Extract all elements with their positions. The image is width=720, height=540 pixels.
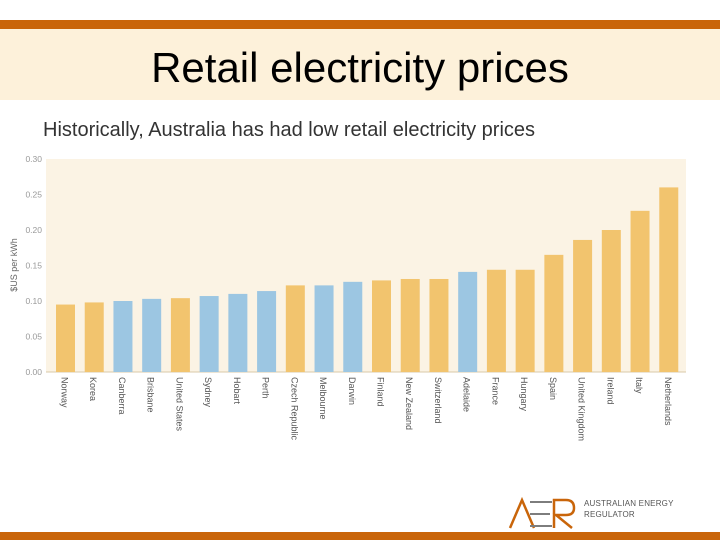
category-labels: Norway Korea Canberra Brisbane United States…: [60, 377, 673, 441]
x-tick-label: Czech Republic: [289, 377, 299, 441]
bar-brisbane: [142, 298, 162, 372]
x-tick-label: Switzerland: [433, 377, 443, 424]
bar-switzerland: [429, 278, 449, 372]
bar-sydney: [199, 296, 219, 372]
bar-united-kingdom: [573, 239, 593, 372]
slide-title: Retail electricity prices: [151, 44, 569, 91]
slide-subtitle: Historically, Australia has had low reta…: [43, 119, 536, 141]
logo-line-1: AUSTRALIAN ENERGY: [584, 499, 674, 508]
x-tick-label: Hobart: [232, 377, 242, 405]
x-tick-label: Adelaide: [462, 377, 472, 412]
bar-france: [486, 269, 506, 372]
y-tick-label: 0.30: [25, 154, 42, 164]
y-tick-label: 0.15: [25, 261, 42, 271]
bottom-accent-bar: [0, 532, 720, 540]
bar-ireland: [601, 230, 621, 372]
bar-perth: [257, 291, 277, 372]
top-accent-bar: [0, 20, 720, 29]
bar-adelaide: [458, 271, 478, 372]
aer-logo-mark: [508, 496, 576, 529]
y-tick-label: 0.25: [25, 190, 42, 200]
bar-norway: [56, 304, 75, 372]
price-bar-chart: 0.00 0.05 0.10 0.15 0.20 0.25 0.30 Norway Korea…: [9, 154, 686, 441]
y-tick-label: 0.05: [25, 332, 42, 342]
bar-hobart: [228, 293, 248, 372]
bar-finland: [372, 280, 391, 372]
title-band: [0, 29, 720, 100]
x-tick-label: New Zealand: [404, 377, 414, 430]
bar-canberra: [113, 301, 133, 372]
x-tick-label: Canberra: [117, 377, 127, 415]
y-tick-label: 0.00: [25, 367, 42, 377]
x-tick-label: Hungary: [519, 377, 529, 412]
x-tick-label: United States: [174, 377, 184, 432]
x-tick-label: Spain: [548, 377, 558, 400]
bars: [56, 187, 679, 372]
aer-logo-text: AUSTRALIAN ENERGY REGULATOR: [584, 498, 674, 520]
bar-hungary: [515, 269, 535, 372]
x-tick-label: Italy: [634, 377, 644, 394]
y-axis-label: $US per kWh: [9, 238, 19, 292]
x-tick-label: Brisbane: [146, 377, 156, 413]
bar-korea: [84, 302, 104, 372]
x-tick-label: Korea: [88, 377, 98, 401]
bar-united-states: [170, 298, 190, 372]
x-tick-label: Netherlands: [663, 377, 673, 426]
bar-italy: [630, 210, 650, 372]
y-axis-ticks: 0.00 0.05 0.10 0.15 0.20 0.25 0.30: [25, 154, 42, 377]
bar-melbourne: [314, 285, 334, 372]
x-tick-label: United Kingdom: [577, 377, 587, 441]
x-tick-label: Norway: [60, 377, 70, 408]
y-tick-label: 0.20: [25, 225, 42, 235]
bar-new-zealand: [400, 278, 420, 372]
aer-logo: AUSTRALIAN ENERGY REGULATOR: [508, 494, 708, 530]
logo-line-2: REGULATOR: [584, 510, 635, 519]
y-tick-label: 0.10: [25, 296, 42, 306]
bar-netherlands: [659, 187, 679, 372]
x-tick-label: Melbourne: [318, 377, 328, 420]
x-tick-label: Perth: [261, 377, 271, 399]
x-tick-label: Darwin: [347, 377, 357, 405]
x-tick-label: Ireland: [605, 377, 615, 405]
bar-darwin: [343, 281, 363, 372]
x-tick-label: Sydney: [203, 377, 213, 408]
x-tick-label: France: [490, 377, 500, 405]
bar-spain: [544, 254, 564, 372]
x-tick-label: Finland: [376, 377, 386, 407]
bar-czech-republic: [285, 285, 305, 372]
